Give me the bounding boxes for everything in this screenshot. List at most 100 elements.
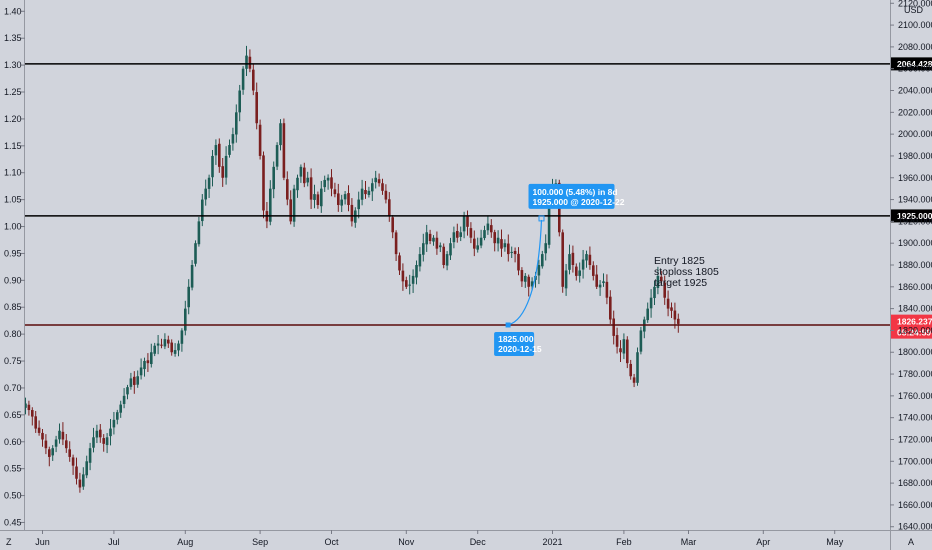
candle-body <box>292 188 296 222</box>
candle-body <box>129 378 133 387</box>
left-tick-label: 1.00 <box>4 222 22 232</box>
candle-body <box>122 395 126 404</box>
candle-body <box>139 367 143 376</box>
time-tick-label: Nov <box>398 537 415 547</box>
candle-body <box>102 438 105 444</box>
candle-body <box>609 296 612 320</box>
candle-body <box>68 449 71 457</box>
left-tick-label: 0.55 <box>4 464 22 474</box>
candle-body <box>48 449 51 457</box>
candle-body <box>452 232 456 243</box>
time-tick-label: Jun <box>35 537 50 547</box>
candle-body <box>248 56 252 69</box>
candle-body <box>37 427 41 433</box>
price-tick-label: 2100.000 <box>898 20 932 30</box>
candle-body <box>513 250 517 255</box>
candle-body <box>184 308 187 331</box>
candle-body <box>187 286 190 308</box>
candle-body <box>282 123 286 178</box>
price-tick-label: 2020.000 <box>898 107 932 117</box>
candle-body <box>367 190 371 195</box>
price-tag-bg <box>891 57 932 71</box>
price-tick-label: 1940.000 <box>898 195 932 205</box>
candle-body <box>629 363 632 377</box>
left-tick-label: 1.35 <box>4 33 22 43</box>
candle-body <box>143 360 146 370</box>
projection-target-label-bg <box>528 183 615 209</box>
time-tick-label: Mar <box>681 537 697 547</box>
candle-body <box>571 252 575 265</box>
candle-body <box>445 254 449 266</box>
time-tick-label: Aug <box>177 537 193 547</box>
note-line-1: Entry 1825 <box>654 255 705 267</box>
candle-body <box>160 344 163 346</box>
candle-body <box>547 194 551 245</box>
currency-label: USD <box>904 5 924 15</box>
candle-body <box>619 348 622 353</box>
price-tick-label: 1960.000 <box>898 173 932 183</box>
price-tick-label: 1820.000 <box>898 325 932 335</box>
left-tick-label: 0.75 <box>4 356 22 366</box>
candle-body <box>194 243 197 264</box>
left-tick-label: 1.05 <box>4 195 22 205</box>
candle-body <box>357 199 360 210</box>
candle-body <box>31 410 34 417</box>
candle-body <box>156 343 160 346</box>
candle-body <box>75 466 78 479</box>
candle-body <box>163 339 167 347</box>
candle-body <box>371 183 374 192</box>
candle-body <box>58 430 61 440</box>
candle-body <box>133 376 136 385</box>
time-tick-label: Feb <box>616 537 632 547</box>
candle-body <box>272 166 275 190</box>
candle-body <box>333 189 337 195</box>
projection-origin-label-bg <box>494 331 535 356</box>
candle-body <box>585 254 588 261</box>
candle-body <box>27 404 31 411</box>
left-tick-label: 0.85 <box>4 302 22 312</box>
candle-body <box>303 167 306 184</box>
candle-body <box>564 270 568 289</box>
candle-body <box>384 190 388 200</box>
candle-body <box>636 352 639 383</box>
candle-body <box>405 280 408 287</box>
candle-body <box>337 193 340 206</box>
candle-body <box>177 343 180 351</box>
left-tick-label: 0.60 <box>4 437 22 447</box>
candle-body <box>401 270 405 282</box>
zoom-reset-label: Z <box>6 537 12 547</box>
price-tick-label: 1680.000 <box>898 478 932 488</box>
projection-curve[interactable] <box>507 219 543 326</box>
candle-body <box>462 215 466 232</box>
candle-body <box>588 254 592 265</box>
candle-body <box>632 377 636 383</box>
candle-body <box>255 92 258 124</box>
candle-body <box>116 412 119 420</box>
price-tick-label: 1720.000 <box>898 434 932 444</box>
candle-body <box>214 145 218 156</box>
candle-body <box>381 183 384 191</box>
price-tick-label: 1800.000 <box>898 347 932 357</box>
projection-origin-handle[interactable] <box>505 322 511 328</box>
projection-origin-text: 1825.000 <box>498 334 534 344</box>
time-tick-label: Jul <box>108 537 120 547</box>
candle-body <box>615 335 619 347</box>
price-tick-label: 1700.000 <box>898 456 932 466</box>
candle-body <box>377 179 381 184</box>
candle-body <box>109 428 112 437</box>
candle-body <box>442 246 445 265</box>
left-tick-label: 0.50 <box>4 491 22 501</box>
price-tick-label: 2120.000 <box>898 0 932 8</box>
candle-body <box>269 188 272 222</box>
candle-body <box>598 284 602 288</box>
candle-body <box>646 308 649 321</box>
zoom-reset-button[interactable]: Z <box>6 537 12 547</box>
projection-target-handle[interactable] <box>538 215 545 222</box>
auto-scale-button[interactable]: A <box>908 537 914 547</box>
candle-body <box>218 143 221 167</box>
candle-body <box>425 232 428 245</box>
